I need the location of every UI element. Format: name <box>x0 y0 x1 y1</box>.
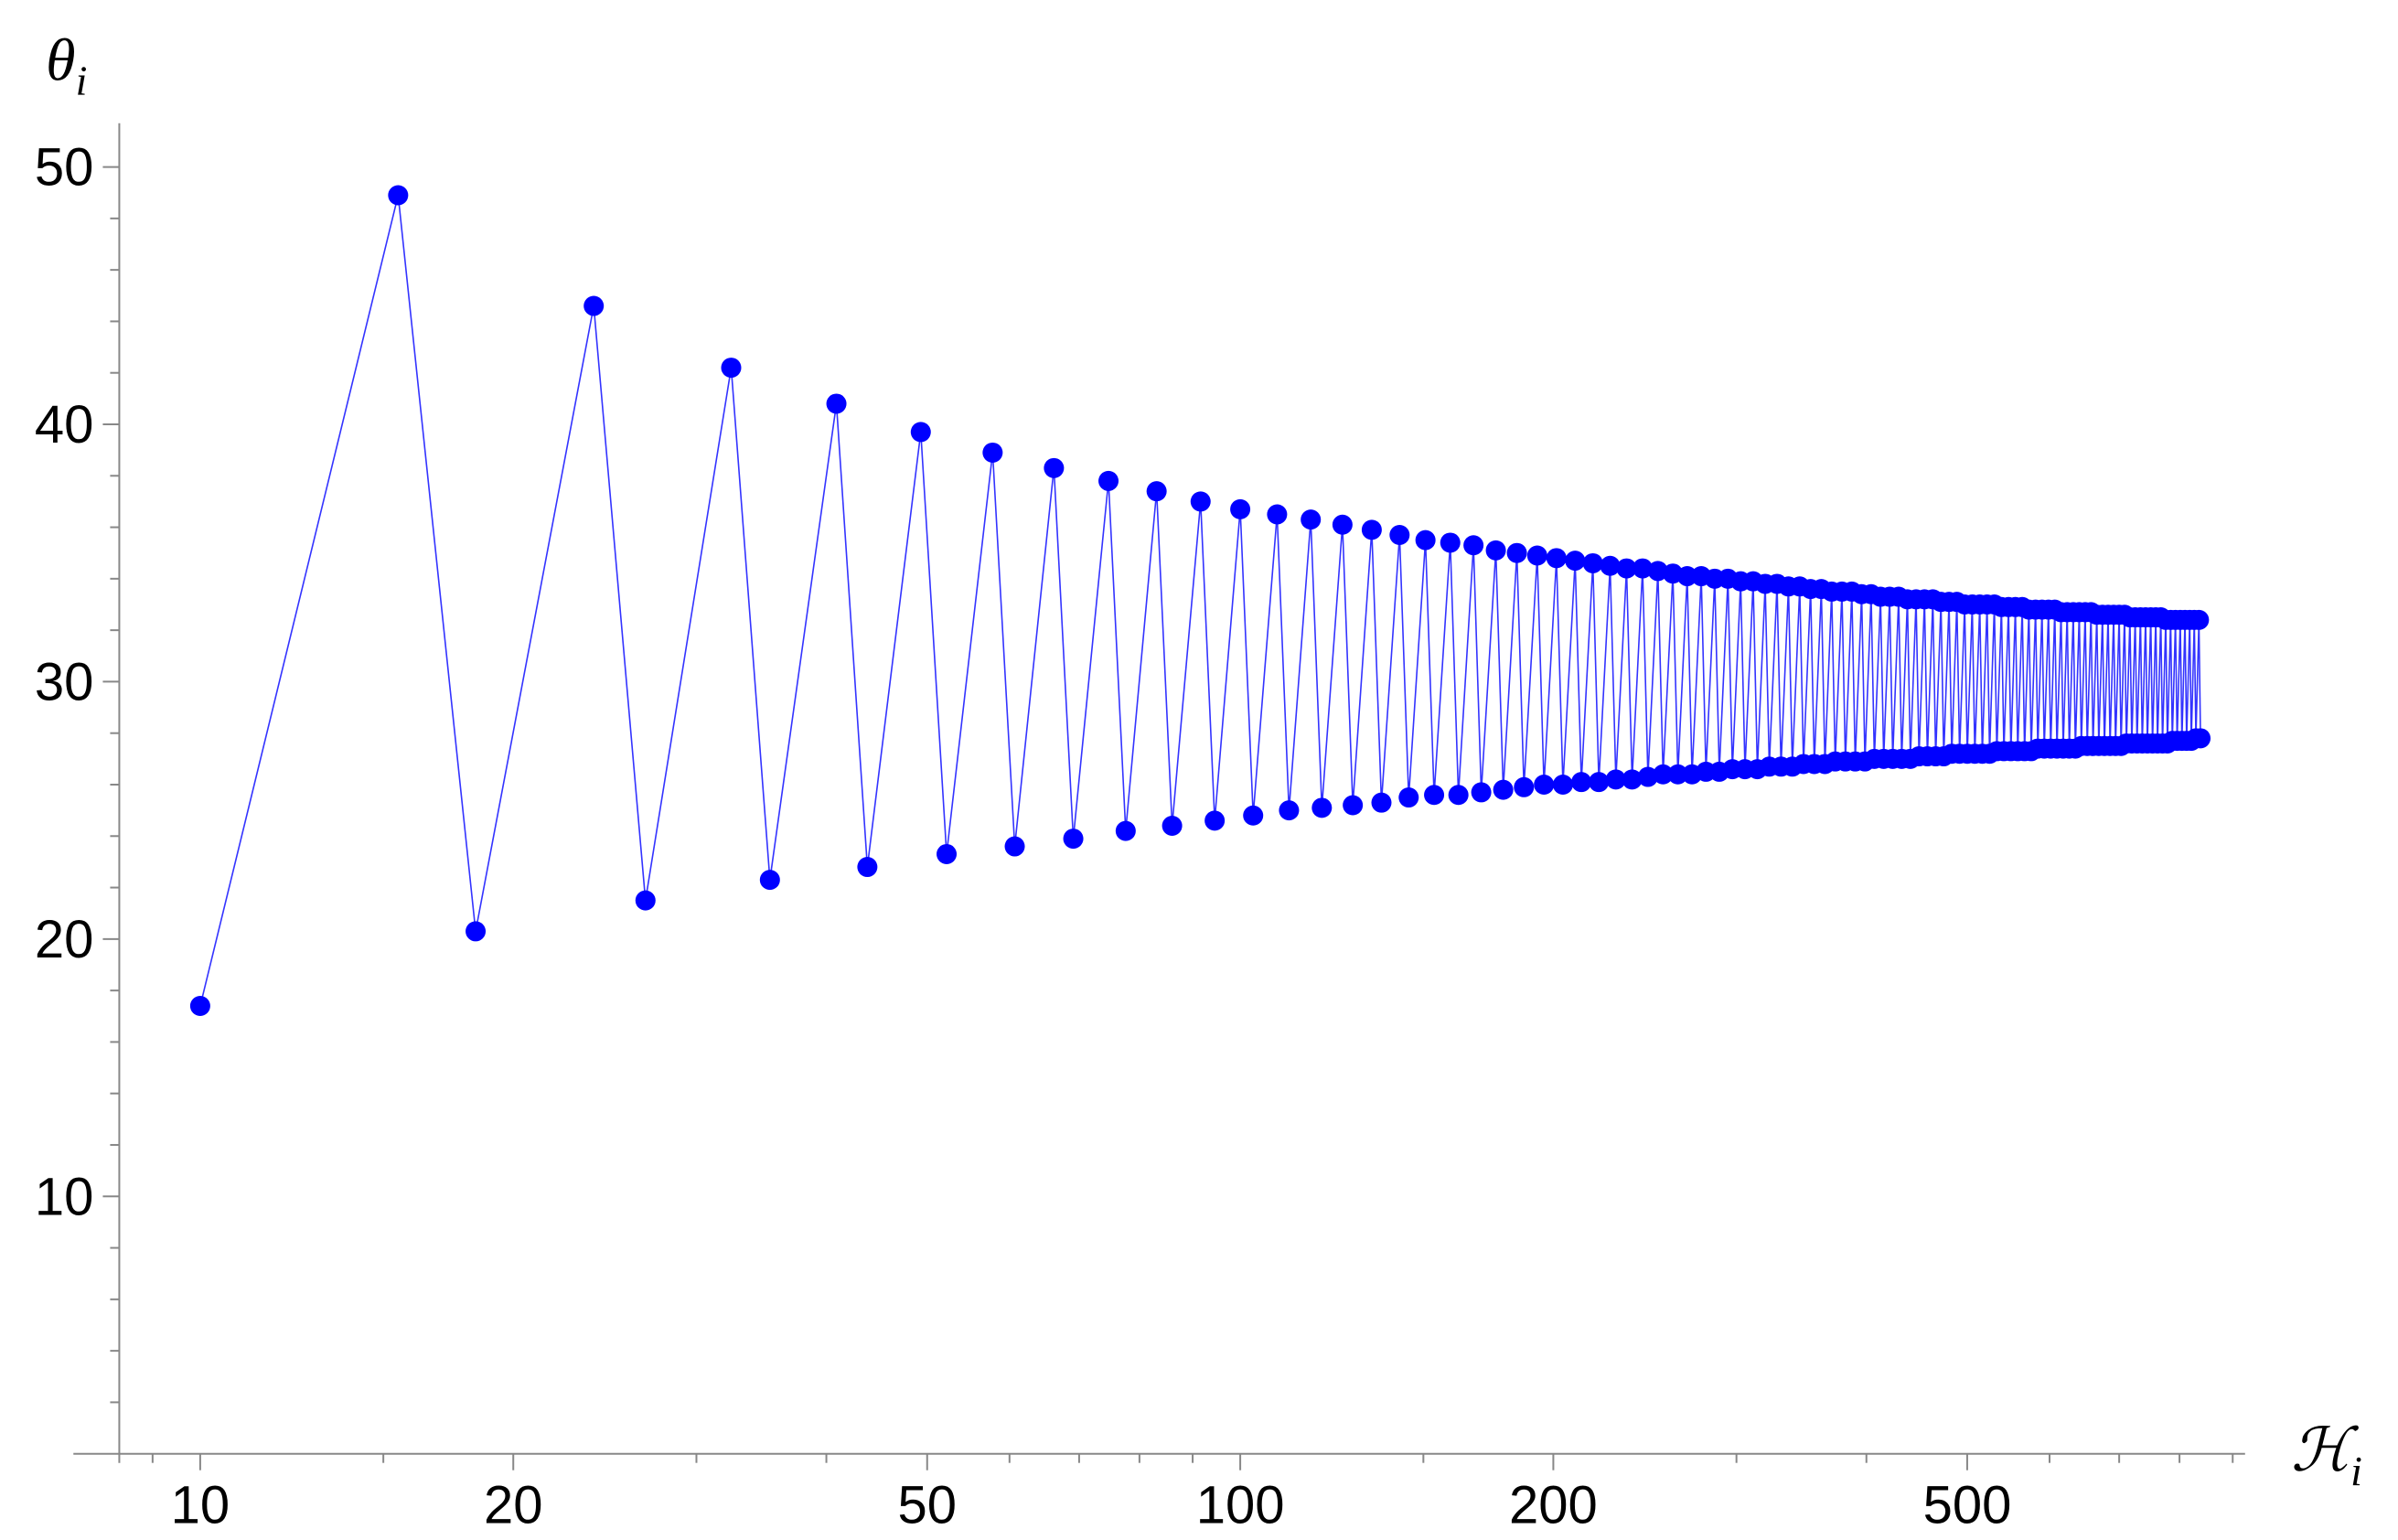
y-tick-label: 30 <box>35 652 94 711</box>
data-point <box>1485 540 1506 561</box>
data-point <box>1162 816 1183 837</box>
data-point <box>1653 764 1674 785</box>
data-point <box>466 921 487 942</box>
data-point <box>1398 787 1419 808</box>
data-point <box>1343 795 1364 816</box>
data-point <box>1267 504 1288 525</box>
data-point <box>1605 769 1626 790</box>
data-point <box>1514 776 1535 797</box>
x-tick-label: 50 <box>898 1476 958 1535</box>
data-point <box>1506 542 1527 563</box>
data-point <box>1044 457 1065 478</box>
x-label-symbol: ℋ <box>2291 1417 2360 1484</box>
data-point <box>1098 470 1119 491</box>
x-tick-label: 10 <box>171 1476 230 1535</box>
data-point <box>1424 785 1445 806</box>
data-point <box>1633 558 1654 579</box>
y-label-subscript: i <box>76 58 88 104</box>
data-point <box>1637 766 1658 787</box>
data-point <box>1361 519 1382 540</box>
data-point <box>388 185 409 206</box>
x-tick-label: 100 <box>1196 1476 1285 1535</box>
y-tick-label: 50 <box>35 138 94 198</box>
data-point <box>1667 764 1688 785</box>
data-point <box>1204 810 1226 831</box>
data-point <box>937 843 958 864</box>
data-point <box>1471 782 1492 803</box>
data-point <box>1582 552 1603 573</box>
data-point <box>1004 836 1025 857</box>
data-point <box>1311 797 1333 818</box>
x-label-subscript: i <box>2350 1448 2362 1494</box>
data-point <box>1146 481 1167 502</box>
y-tick-label: 10 <box>35 1167 94 1226</box>
data-point <box>1463 535 1484 556</box>
data-point <box>910 422 931 443</box>
data-point <box>1589 772 1610 793</box>
data-point <box>1571 772 1592 793</box>
data-point <box>1332 514 1353 535</box>
data-point <box>1534 774 1555 795</box>
data-point <box>1493 779 1514 800</box>
data-point <box>635 890 656 911</box>
data-point <box>721 358 742 379</box>
data-point <box>1115 820 1136 841</box>
data-point <box>1279 800 1300 821</box>
data-point <box>826 393 847 414</box>
data-point <box>583 295 605 316</box>
data-point <box>857 857 878 878</box>
data-point <box>1415 529 1436 551</box>
data-point <box>1622 769 1643 790</box>
y-axis-label: θi <box>46 27 87 104</box>
data-point <box>1230 498 1251 519</box>
data-point <box>1546 548 1567 569</box>
data-point <box>189 996 210 1017</box>
data-point <box>1448 785 1469 806</box>
x-tick-label: 200 <box>1509 1476 1598 1535</box>
data-point <box>1647 561 1668 582</box>
data-point <box>1565 551 1586 572</box>
x-tick-label: 20 <box>484 1476 543 1535</box>
data-point <box>2189 609 2210 630</box>
data-point <box>1243 805 1264 826</box>
data-point <box>2190 728 2211 749</box>
data-point <box>1301 509 1322 530</box>
data-point <box>1063 829 1084 850</box>
x-tick-label: 500 <box>1923 1476 2012 1535</box>
y-label-symbol: θ <box>46 27 75 94</box>
data-point <box>1552 774 1573 795</box>
y-tick-label: 40 <box>35 395 94 455</box>
data-point <box>1371 792 1392 813</box>
data-point <box>1526 545 1547 566</box>
data-point <box>1676 566 1697 587</box>
data-point <box>1440 532 1461 553</box>
data-point <box>1600 555 1621 576</box>
x-axis-label: ℋi <box>2291 1417 2362 1494</box>
data-point <box>1616 558 1637 579</box>
data-point <box>1190 491 1211 512</box>
data-point <box>1389 525 1410 546</box>
data-point <box>982 442 1003 463</box>
data-point <box>759 870 780 891</box>
y-tick-label: 20 <box>35 910 94 969</box>
